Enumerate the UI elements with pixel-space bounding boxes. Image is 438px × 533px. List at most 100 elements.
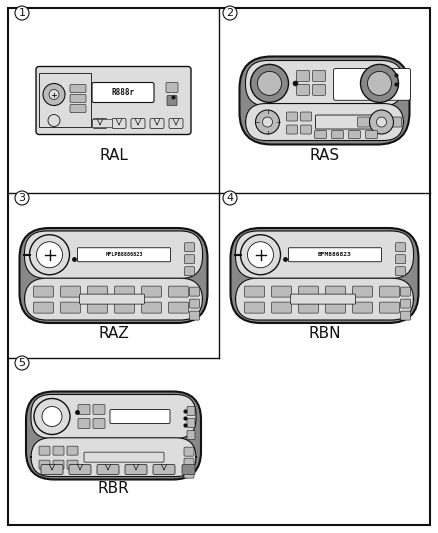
FancyBboxPatch shape xyxy=(244,286,265,297)
Bar xyxy=(39,72,91,126)
FancyBboxPatch shape xyxy=(169,286,188,297)
FancyBboxPatch shape xyxy=(78,405,90,415)
Circle shape xyxy=(360,64,399,102)
Text: 3: 3 xyxy=(18,193,25,203)
FancyBboxPatch shape xyxy=(110,409,170,424)
FancyBboxPatch shape xyxy=(31,438,196,477)
Circle shape xyxy=(367,71,392,95)
Circle shape xyxy=(262,117,272,127)
FancyBboxPatch shape xyxy=(93,418,105,429)
FancyBboxPatch shape xyxy=(400,299,410,308)
FancyBboxPatch shape xyxy=(80,294,145,304)
FancyBboxPatch shape xyxy=(187,431,195,440)
Text: MFLPB8886823: MFLPB8886823 xyxy=(105,252,143,257)
FancyBboxPatch shape xyxy=(187,418,195,427)
FancyBboxPatch shape xyxy=(312,70,325,82)
Circle shape xyxy=(43,84,65,106)
FancyBboxPatch shape xyxy=(33,302,53,313)
FancyBboxPatch shape xyxy=(93,118,107,128)
FancyBboxPatch shape xyxy=(300,125,311,134)
FancyBboxPatch shape xyxy=(289,248,381,262)
FancyBboxPatch shape xyxy=(182,464,195,474)
FancyBboxPatch shape xyxy=(41,464,63,474)
FancyBboxPatch shape xyxy=(53,460,64,469)
FancyBboxPatch shape xyxy=(400,311,410,320)
FancyBboxPatch shape xyxy=(379,286,399,297)
FancyBboxPatch shape xyxy=(184,447,194,456)
Circle shape xyxy=(29,235,70,274)
FancyBboxPatch shape xyxy=(396,255,406,264)
FancyBboxPatch shape xyxy=(314,131,326,139)
FancyBboxPatch shape xyxy=(297,70,310,82)
FancyBboxPatch shape xyxy=(26,392,201,480)
FancyBboxPatch shape xyxy=(67,446,78,455)
FancyBboxPatch shape xyxy=(357,117,370,127)
FancyBboxPatch shape xyxy=(389,117,402,127)
FancyBboxPatch shape xyxy=(184,243,194,252)
Text: 1: 1 xyxy=(18,8,25,18)
FancyBboxPatch shape xyxy=(236,231,413,279)
FancyBboxPatch shape xyxy=(88,302,107,313)
FancyBboxPatch shape xyxy=(187,407,195,416)
FancyBboxPatch shape xyxy=(184,266,194,276)
FancyBboxPatch shape xyxy=(230,228,418,323)
FancyBboxPatch shape xyxy=(33,286,53,297)
FancyBboxPatch shape xyxy=(184,458,194,467)
FancyBboxPatch shape xyxy=(325,286,346,297)
FancyBboxPatch shape xyxy=(93,405,105,415)
FancyBboxPatch shape xyxy=(379,302,399,313)
FancyBboxPatch shape xyxy=(286,125,297,134)
Circle shape xyxy=(34,399,70,434)
Circle shape xyxy=(15,356,29,370)
Circle shape xyxy=(255,110,279,134)
FancyBboxPatch shape xyxy=(78,418,90,429)
FancyBboxPatch shape xyxy=(353,286,372,297)
Circle shape xyxy=(247,242,273,268)
FancyBboxPatch shape xyxy=(349,131,360,139)
Circle shape xyxy=(36,242,63,268)
Circle shape xyxy=(240,235,280,274)
FancyBboxPatch shape xyxy=(325,302,346,313)
FancyBboxPatch shape xyxy=(184,255,194,264)
Circle shape xyxy=(258,71,282,95)
Text: RAS: RAS xyxy=(309,148,339,163)
FancyBboxPatch shape xyxy=(299,286,318,297)
FancyBboxPatch shape xyxy=(332,131,343,139)
FancyBboxPatch shape xyxy=(53,446,64,455)
FancyBboxPatch shape xyxy=(125,464,147,474)
FancyBboxPatch shape xyxy=(167,95,177,106)
FancyBboxPatch shape xyxy=(92,83,154,102)
FancyBboxPatch shape xyxy=(184,469,194,478)
Circle shape xyxy=(223,191,237,205)
FancyBboxPatch shape xyxy=(400,287,410,296)
FancyBboxPatch shape xyxy=(88,286,107,297)
Text: RBR: RBR xyxy=(98,481,129,496)
Text: RBN: RBN xyxy=(308,326,341,341)
Circle shape xyxy=(49,90,59,100)
FancyBboxPatch shape xyxy=(190,299,199,308)
FancyBboxPatch shape xyxy=(70,94,86,102)
FancyBboxPatch shape xyxy=(69,464,91,474)
FancyBboxPatch shape xyxy=(150,118,164,128)
FancyBboxPatch shape xyxy=(333,69,410,100)
FancyBboxPatch shape xyxy=(60,286,81,297)
FancyBboxPatch shape xyxy=(353,302,372,313)
Circle shape xyxy=(223,6,237,20)
Text: 5: 5 xyxy=(18,358,25,368)
FancyBboxPatch shape xyxy=(312,84,325,95)
FancyBboxPatch shape xyxy=(246,103,403,141)
FancyBboxPatch shape xyxy=(169,118,183,128)
Text: RAL: RAL xyxy=(99,148,128,163)
FancyBboxPatch shape xyxy=(244,302,265,313)
FancyBboxPatch shape xyxy=(374,117,385,127)
FancyBboxPatch shape xyxy=(60,302,81,313)
FancyBboxPatch shape xyxy=(36,67,191,134)
FancyBboxPatch shape xyxy=(300,112,311,121)
FancyBboxPatch shape xyxy=(131,118,145,128)
FancyBboxPatch shape xyxy=(166,83,178,93)
FancyBboxPatch shape xyxy=(396,243,406,252)
FancyBboxPatch shape xyxy=(114,286,134,297)
Bar xyxy=(92,118,112,126)
FancyBboxPatch shape xyxy=(315,115,384,129)
FancyBboxPatch shape xyxy=(290,294,356,304)
